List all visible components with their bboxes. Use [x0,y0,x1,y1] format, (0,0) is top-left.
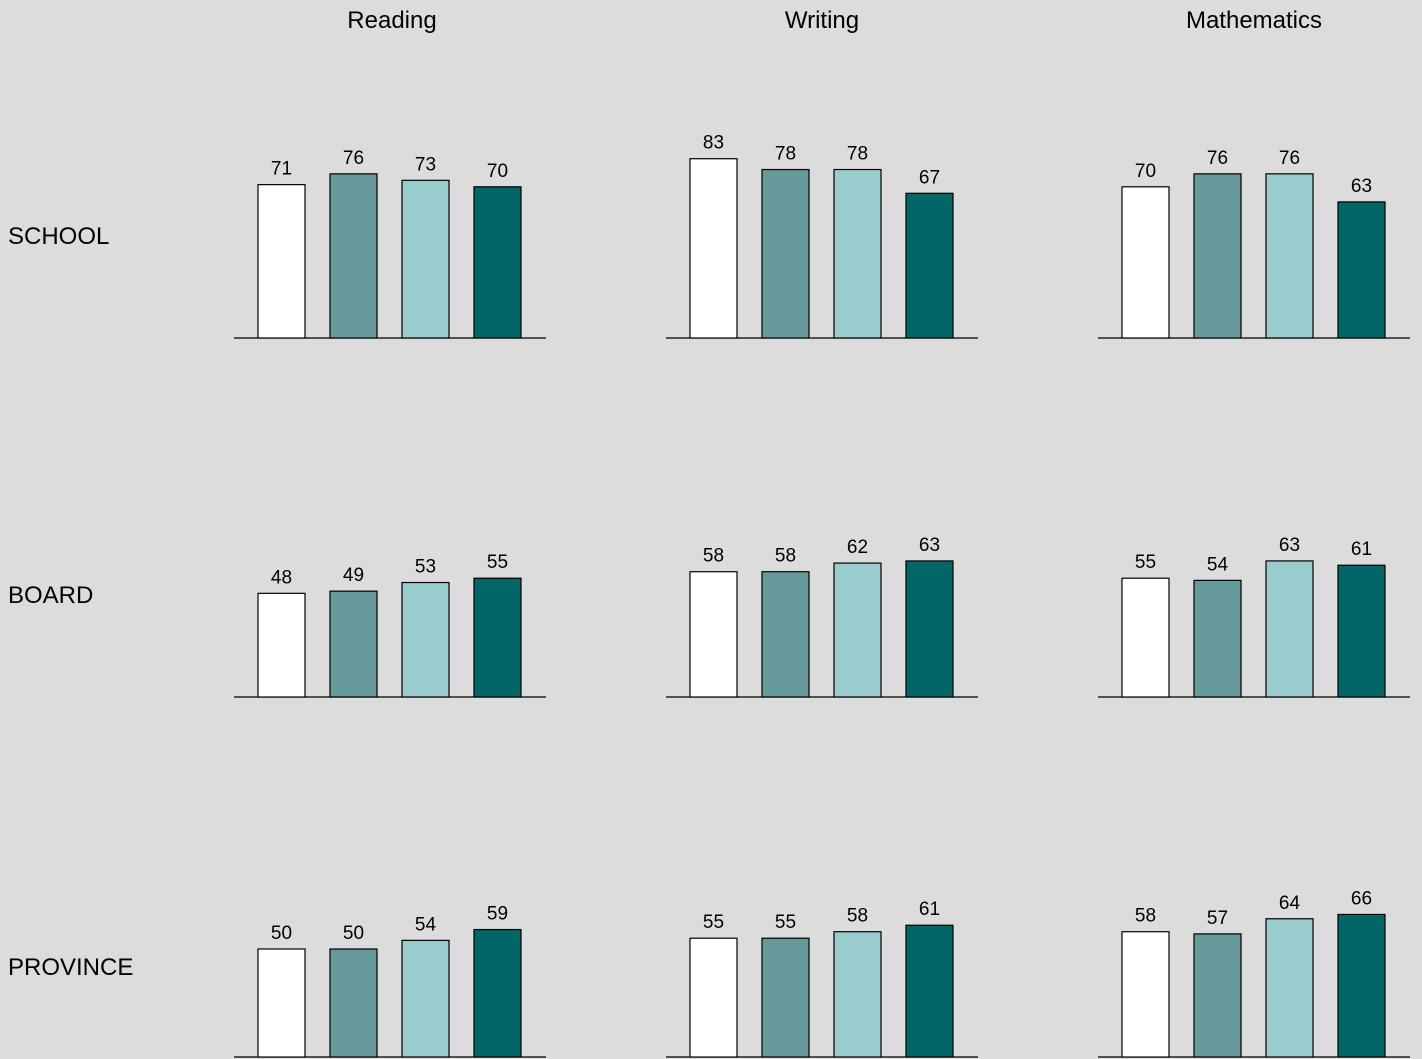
bar-school-reading-1 [257,184,306,339]
value-label-province-reading-1: 50 [271,923,292,944]
row-label-board: BOARD [8,582,93,609]
value-label-province-reading-3: 54 [415,914,437,935]
value-label-board-reading-4: 55 [487,552,508,573]
value-label-board-writing-4: 63 [919,535,940,556]
column-title-mathematics: Mathematics [1186,7,1322,34]
bar-board-writing-2 [761,571,810,698]
bar-province-reading-1 [257,948,306,1058]
bar-board-writing-3 [833,562,882,698]
value-label-school-reading-2: 76 [343,148,364,169]
bar-province-mathematics-4 [1337,913,1386,1058]
value-label-province-writing-1: 55 [703,912,724,933]
value-label-board-writing-2: 58 [775,546,796,567]
bar-board-reading-1 [257,592,306,698]
bar-school-writing-4 [905,192,954,339]
value-label-province-reading-4: 59 [487,904,508,925]
value-label-school-mathematics-4: 63 [1351,176,1372,197]
value-label-school-mathematics-3: 76 [1279,148,1300,169]
value-label-board-mathematics-3: 63 [1279,535,1300,556]
bar-board-reading-3 [401,581,450,698]
value-label-province-mathematics-3: 64 [1279,893,1301,914]
bar-province-mathematics-1 [1121,931,1170,1058]
value-label-board-mathematics-2: 54 [1207,554,1229,575]
bar-panels: 71 76 73 70 83 78 78 67 70 76 76 63 48 49 53 55 58 58 62 63… [234,133,1410,1058]
bar-province-writing-4 [905,924,954,1058]
value-label-province-mathematics-4: 66 [1351,888,1372,909]
value-label-school-writing-3: 78 [847,144,868,165]
bar-province-reading-4 [473,928,522,1058]
value-label-school-reading-4: 70 [487,161,508,182]
bar-province-mathematics-2 [1193,933,1242,1058]
bar-school-mathematics-4 [1337,201,1386,339]
bar-board-mathematics-2 [1193,579,1242,698]
bar-school-mathematics-3 [1265,173,1314,339]
bar-school-reading-2 [329,173,378,339]
bar-board-mathematics-4 [1337,564,1386,698]
bar-school-writing-3 [833,168,882,339]
bar-board-writing-1 [689,571,738,698]
value-label-school-reading-1: 71 [271,159,292,180]
value-label-board-reading-3: 53 [415,557,436,578]
value-label-province-mathematics-1: 58 [1135,906,1156,927]
bar-province-reading-3 [401,939,450,1058]
bar-province-writing-3 [833,931,882,1058]
value-label-school-mathematics-1: 70 [1135,161,1156,182]
bar-school-writing-2 [761,168,810,339]
value-label-province-writing-3: 58 [847,906,868,927]
bar-board-writing-4 [905,560,954,698]
value-label-school-writing-4: 67 [919,167,940,188]
bar-school-reading-3 [401,179,450,339]
bar-board-mathematics-1 [1121,577,1170,698]
bar-board-reading-4 [473,577,522,698]
bar-province-writing-2 [761,937,810,1058]
row-label-province: PROVINCE [8,954,133,981]
bar-school-mathematics-2 [1193,173,1242,339]
value-label-province-writing-4: 61 [919,899,940,920]
bar-school-mathematics-1 [1121,186,1170,339]
column-title-reading: Reading [347,7,436,34]
bar-board-reading-2 [329,590,378,698]
value-label-province-reading-2: 50 [343,923,364,944]
bar-school-writing-1 [689,158,738,339]
value-label-school-reading-3: 73 [415,154,436,175]
bar-school-reading-4 [473,186,522,339]
value-label-school-writing-1: 83 [703,133,724,154]
row-label-school: SCHOOL [8,223,109,250]
value-label-board-reading-2: 49 [343,565,364,586]
bar-board-mathematics-3 [1265,560,1314,698]
value-label-board-writing-1: 58 [703,546,724,567]
value-label-board-writing-3: 62 [847,537,868,558]
value-label-school-mathematics-2: 76 [1207,148,1228,169]
value-label-board-reading-1: 48 [271,567,292,588]
bar-province-writing-1 [689,937,738,1058]
bar-province-reading-2 [329,948,378,1058]
bar-province-mathematics-3 [1265,918,1314,1058]
value-label-board-mathematics-4: 61 [1351,539,1372,560]
column-title-writing: Writing [785,7,859,34]
value-label-province-mathematics-2: 57 [1207,908,1228,929]
value-label-province-writing-2: 55 [775,912,796,933]
value-label-board-mathematics-1: 55 [1135,552,1156,573]
value-label-school-writing-2: 78 [775,144,796,165]
